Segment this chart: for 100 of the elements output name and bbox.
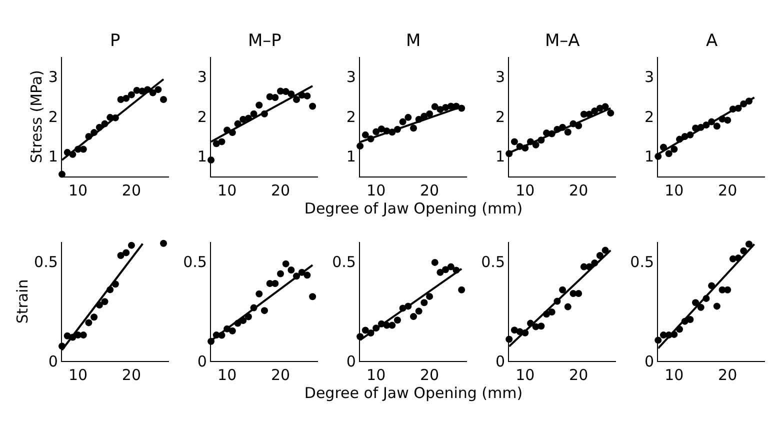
x-tick-label: 10	[218, 181, 237, 200]
point	[607, 110, 614, 117]
chart-title: P	[110, 31, 120, 51]
point	[665, 150, 672, 158]
point	[591, 108, 598, 115]
point	[442, 266, 450, 274]
y-tick-label: 0.5	[332, 252, 356, 271]
point	[277, 270, 284, 278]
y-tick-label: 0.5	[34, 252, 58, 271]
point	[431, 103, 438, 110]
point	[575, 290, 582, 297]
point	[420, 299, 428, 306]
point	[510, 326, 518, 334]
point	[218, 138, 226, 146]
x-tick-label: 10	[664, 366, 684, 384]
point	[272, 94, 279, 102]
point	[272, 280, 279, 288]
x-tick-label: 20	[718, 181, 738, 200]
y-tick-label: 0.5	[481, 252, 506, 271]
y-tick-label: 1	[197, 148, 207, 166]
point	[228, 327, 236, 334]
point	[160, 240, 168, 247]
x-tick-label: 10	[68, 366, 88, 384]
point	[293, 96, 300, 104]
y-tick-label: 2	[197, 108, 207, 126]
point	[388, 322, 396, 329]
point	[122, 94, 130, 102]
point	[250, 110, 258, 118]
point	[713, 122, 720, 130]
y-tick-label: 1	[644, 148, 654, 166]
point	[122, 249, 130, 256]
x-tick-label: 20	[270, 181, 290, 200]
point	[596, 252, 604, 259]
point	[713, 302, 720, 310]
point	[80, 332, 87, 339]
chart-title: A	[706, 31, 718, 51]
point	[304, 272, 311, 279]
point	[154, 86, 162, 94]
y-tick-label: 0.5	[183, 252, 207, 271]
point	[559, 286, 566, 294]
point	[410, 124, 417, 132]
y-tick-label: 0	[495, 352, 506, 370]
point	[686, 316, 694, 324]
point	[256, 102, 263, 109]
y-tick-label: 2	[644, 108, 654, 126]
point	[724, 286, 732, 294]
point	[458, 286, 466, 294]
point	[548, 308, 556, 316]
y-tick-label: 0	[48, 352, 58, 370]
point	[697, 304, 704, 311]
point	[426, 292, 434, 300]
point	[564, 303, 572, 310]
point	[309, 102, 316, 110]
y-axis-title: Stress (MPa)	[28, 70, 46, 164]
point	[304, 92, 311, 100]
point	[117, 252, 124, 259]
point	[90, 314, 98, 321]
point	[282, 88, 290, 96]
x-tick-label: 20	[718, 366, 738, 384]
point	[309, 293, 316, 300]
y-tick-label: 3	[495, 68, 506, 86]
point	[431, 258, 438, 266]
y-tick-label: 3	[48, 68, 58, 86]
point	[399, 118, 406, 126]
point	[256, 290, 263, 298]
y-tick-label: 0	[644, 352, 654, 370]
point	[436, 268, 444, 276]
x-tick-label: 20	[420, 181, 440, 200]
point	[724, 116, 732, 124]
y-tick-label: 2	[48, 108, 58, 126]
x-tick-label: 10	[516, 181, 535, 200]
x-tick-label: 10	[664, 181, 684, 200]
x-tick-label: 20	[569, 181, 588, 200]
point	[410, 313, 417, 320]
point	[538, 322, 545, 330]
chart-title: M–A	[545, 31, 580, 51]
point	[160, 96, 168, 104]
x-tick-label: 10	[68, 181, 88, 200]
y-tick-label: 1	[346, 148, 356, 166]
y-tick-label: 0.5	[630, 252, 654, 271]
point	[282, 260, 290, 268]
x-tick-label: 20	[270, 366, 290, 384]
x-axis-title: Degree of Jaw Opening (mm)	[304, 384, 523, 402]
x-axis-title: Degree of Jaw Opening (mm)	[304, 199, 523, 218]
point	[404, 114, 412, 121]
y-tick-label: 0	[197, 352, 207, 370]
point	[372, 128, 380, 136]
point	[85, 319, 92, 326]
x-tick-label: 20	[420, 366, 440, 384]
point	[394, 316, 401, 324]
point	[692, 299, 700, 306]
y-tick-label: 3	[644, 68, 654, 86]
point	[128, 242, 135, 249]
point	[378, 125, 385, 132]
x-tick-label: 10	[366, 366, 386, 384]
point	[745, 240, 752, 248]
y-tick-label: 1	[48, 148, 58, 166]
point	[260, 307, 268, 314]
x-tick-label: 10	[218, 366, 237, 384]
x-tick-label: 10	[516, 366, 535, 384]
